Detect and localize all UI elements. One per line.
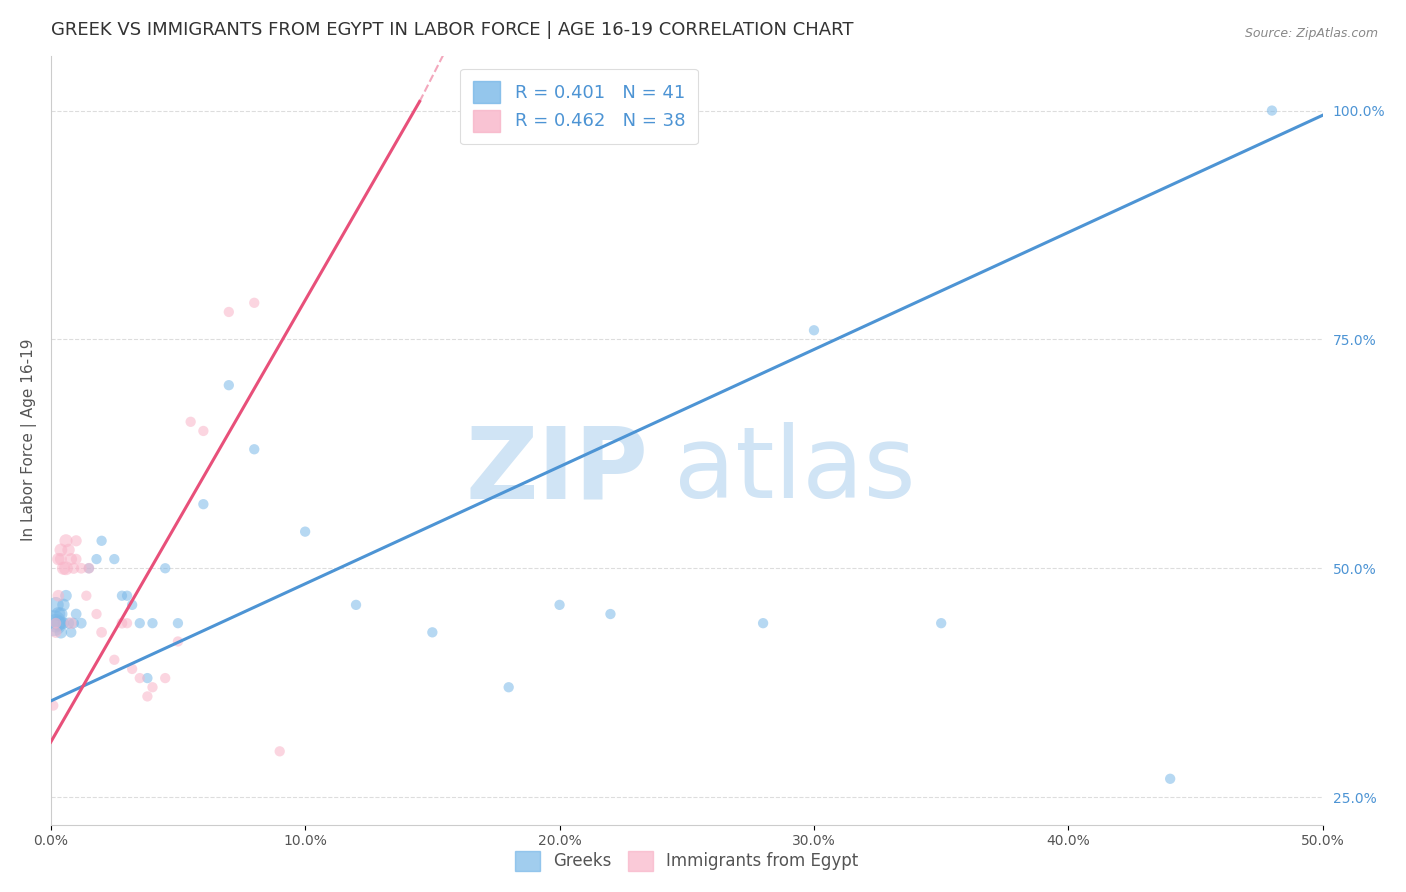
Point	[86, 552, 108, 566]
Point	[599, 607, 621, 621]
Point	[77, 561, 100, 575]
Point	[121, 598, 143, 612]
Point	[128, 671, 150, 685]
Point	[55, 561, 77, 575]
Point	[58, 616, 80, 631]
Point	[141, 680, 163, 694]
Point	[115, 589, 138, 603]
Point	[294, 863, 316, 878]
Point	[55, 589, 77, 603]
Point	[395, 881, 418, 892]
Point	[243, 295, 266, 310]
Point	[929, 616, 952, 631]
Point	[65, 533, 87, 548]
Point	[752, 616, 775, 631]
Legend: Greeks, Immigrants from Egypt: Greeks, Immigrants from Egypt	[508, 844, 866, 878]
Point	[90, 533, 112, 548]
Point	[49, 607, 72, 621]
Point	[49, 625, 72, 640]
Point	[45, 625, 67, 640]
Point	[1159, 772, 1181, 786]
Point	[344, 872, 367, 887]
Point	[45, 616, 67, 631]
Point	[115, 616, 138, 631]
Point	[218, 378, 240, 392]
Point	[167, 616, 190, 631]
Point	[103, 653, 125, 667]
Point	[48, 589, 70, 603]
Point	[52, 561, 75, 575]
Text: Source: ZipAtlas.com: Source: ZipAtlas.com	[1244, 27, 1378, 40]
Point	[218, 305, 240, 319]
Point	[128, 616, 150, 631]
Point	[141, 616, 163, 631]
Point	[90, 625, 112, 640]
Y-axis label: In Labor Force | Age 16-19: In Labor Force | Age 16-19	[21, 339, 37, 541]
Point	[42, 698, 65, 713]
Point	[193, 424, 215, 438]
Point	[62, 616, 84, 631]
Point	[45, 598, 67, 612]
Point	[49, 543, 72, 558]
Point	[111, 589, 134, 603]
Point	[65, 607, 87, 621]
Point	[155, 671, 177, 685]
Point	[77, 561, 100, 575]
Point	[48, 552, 70, 566]
Point	[155, 561, 177, 575]
Point	[422, 625, 444, 640]
Point	[136, 671, 159, 685]
Point	[60, 625, 83, 640]
Point	[548, 598, 571, 612]
Text: atlas: atlas	[673, 423, 915, 519]
Point	[344, 598, 367, 612]
Point	[52, 598, 75, 612]
Point	[103, 552, 125, 566]
Point	[167, 634, 190, 648]
Point	[45, 616, 67, 631]
Point	[136, 690, 159, 704]
Point	[49, 552, 72, 566]
Point	[121, 662, 143, 676]
Point	[58, 543, 80, 558]
Point	[1261, 103, 1284, 118]
Point	[111, 616, 134, 631]
Point	[498, 680, 520, 694]
Point	[60, 552, 83, 566]
Point	[62, 561, 84, 575]
Point	[243, 442, 266, 457]
Point	[269, 744, 291, 758]
Text: ZIP: ZIP	[465, 423, 648, 519]
Point	[42, 616, 65, 631]
Point	[52, 616, 75, 631]
Point	[70, 561, 93, 575]
Point	[48, 616, 70, 631]
Point	[803, 323, 825, 337]
Point	[193, 497, 215, 511]
Point	[65, 552, 87, 566]
Point	[55, 533, 77, 548]
Point	[180, 415, 202, 429]
Point	[70, 616, 93, 631]
Point	[60, 616, 83, 631]
Point	[294, 524, 316, 539]
Text: GREEK VS IMMIGRANTS FROM EGYPT IN LABOR FORCE | AGE 16-19 CORRELATION CHART: GREEK VS IMMIGRANTS FROM EGYPT IN LABOR …	[51, 21, 853, 39]
Point	[48, 607, 70, 621]
Point	[86, 607, 108, 621]
Point	[75, 589, 97, 603]
